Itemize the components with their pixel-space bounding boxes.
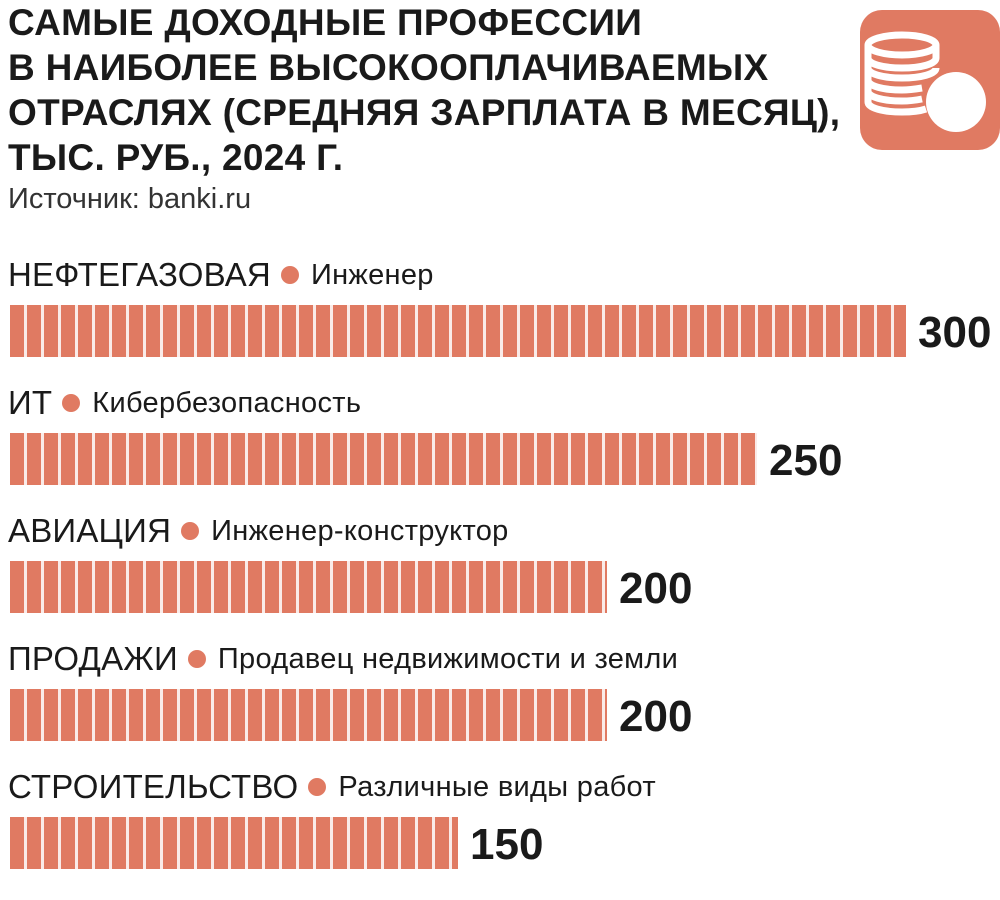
bar-segments	[10, 561, 607, 613]
bullet-dot-icon	[187, 650, 206, 668]
title-line: ТЫС. РУБ., 2024 Г.	[8, 137, 344, 178]
category-label: НЕФТЕГАЗОВАЯ Инженер	[8, 250, 434, 300]
chart-title: САМЫЕ ДОХОДНЫЕ ПРОФЕССИИ В НАИБОЛЕЕ ВЫСО…	[8, 0, 858, 180]
industry-name: НЕФТЕГАЗОВАЯ	[8, 256, 271, 293]
bar-segments	[10, 433, 757, 485]
bar	[10, 561, 607, 613]
industry-name: ПРОДАЖИ	[8, 640, 178, 677]
coin-front	[926, 72, 986, 132]
category-label: ИТ Кибербезопасность	[8, 378, 361, 428]
value-label: 200	[619, 692, 693, 741]
title-line: САМЫЕ ДОХОДНЫЕ ПРОФЕССИИ	[8, 2, 643, 43]
bar-segments	[10, 305, 906, 357]
profession-name: Продавец недвижимости и земли	[217, 642, 679, 675]
bar	[10, 433, 757, 485]
category-label: СТРОИТЕЛЬСТВО Различные виды работ	[8, 762, 656, 812]
bar	[10, 689, 607, 741]
coin-stack	[864, 31, 940, 116]
profession-name: Различные виды работ	[338, 770, 656, 803]
bullet-dot-icon	[181, 522, 200, 540]
profession-name: Инженер-конструктор	[211, 514, 509, 547]
category-label: АВИАЦИЯ Инженер-конструктор	[8, 506, 509, 556]
bullet-dot-icon	[62, 394, 81, 412]
title-line: ОТРАСЛЯХ (СРЕДНЯЯ ЗАРПЛАТА В МЕСЯЦ),	[8, 92, 841, 133]
title-line: В НАИБОЛЕЕ ВЫСОКООПЛАЧИВАЕМЫХ	[8, 47, 769, 88]
category-label: ПРОДАЖИ Продавец недвижимости и земли	[8, 634, 678, 684]
bullet-dot-icon	[308, 778, 327, 796]
bar-segments	[10, 817, 458, 869]
value-label: 200	[619, 564, 693, 613]
profession-name: Кибербезопасность	[92, 386, 362, 419]
value-label: 300	[918, 308, 992, 357]
value-label: 250	[769, 436, 843, 485]
bar	[10, 305, 906, 357]
industry-name: СТРОИТЕЛЬСТВО	[8, 768, 299, 805]
industry-name: АВИАЦИЯ	[8, 512, 172, 549]
value-label: 150	[470, 820, 544, 869]
industry-name: ИТ	[8, 384, 53, 421]
bar	[10, 817, 458, 869]
bullet-dot-icon	[280, 266, 299, 284]
profession-name: Инженер	[310, 258, 434, 291]
bar-segments	[10, 689, 607, 741]
coins-icon	[860, 10, 1000, 150]
source-note: Источник: banki.ru	[8, 183, 252, 215]
